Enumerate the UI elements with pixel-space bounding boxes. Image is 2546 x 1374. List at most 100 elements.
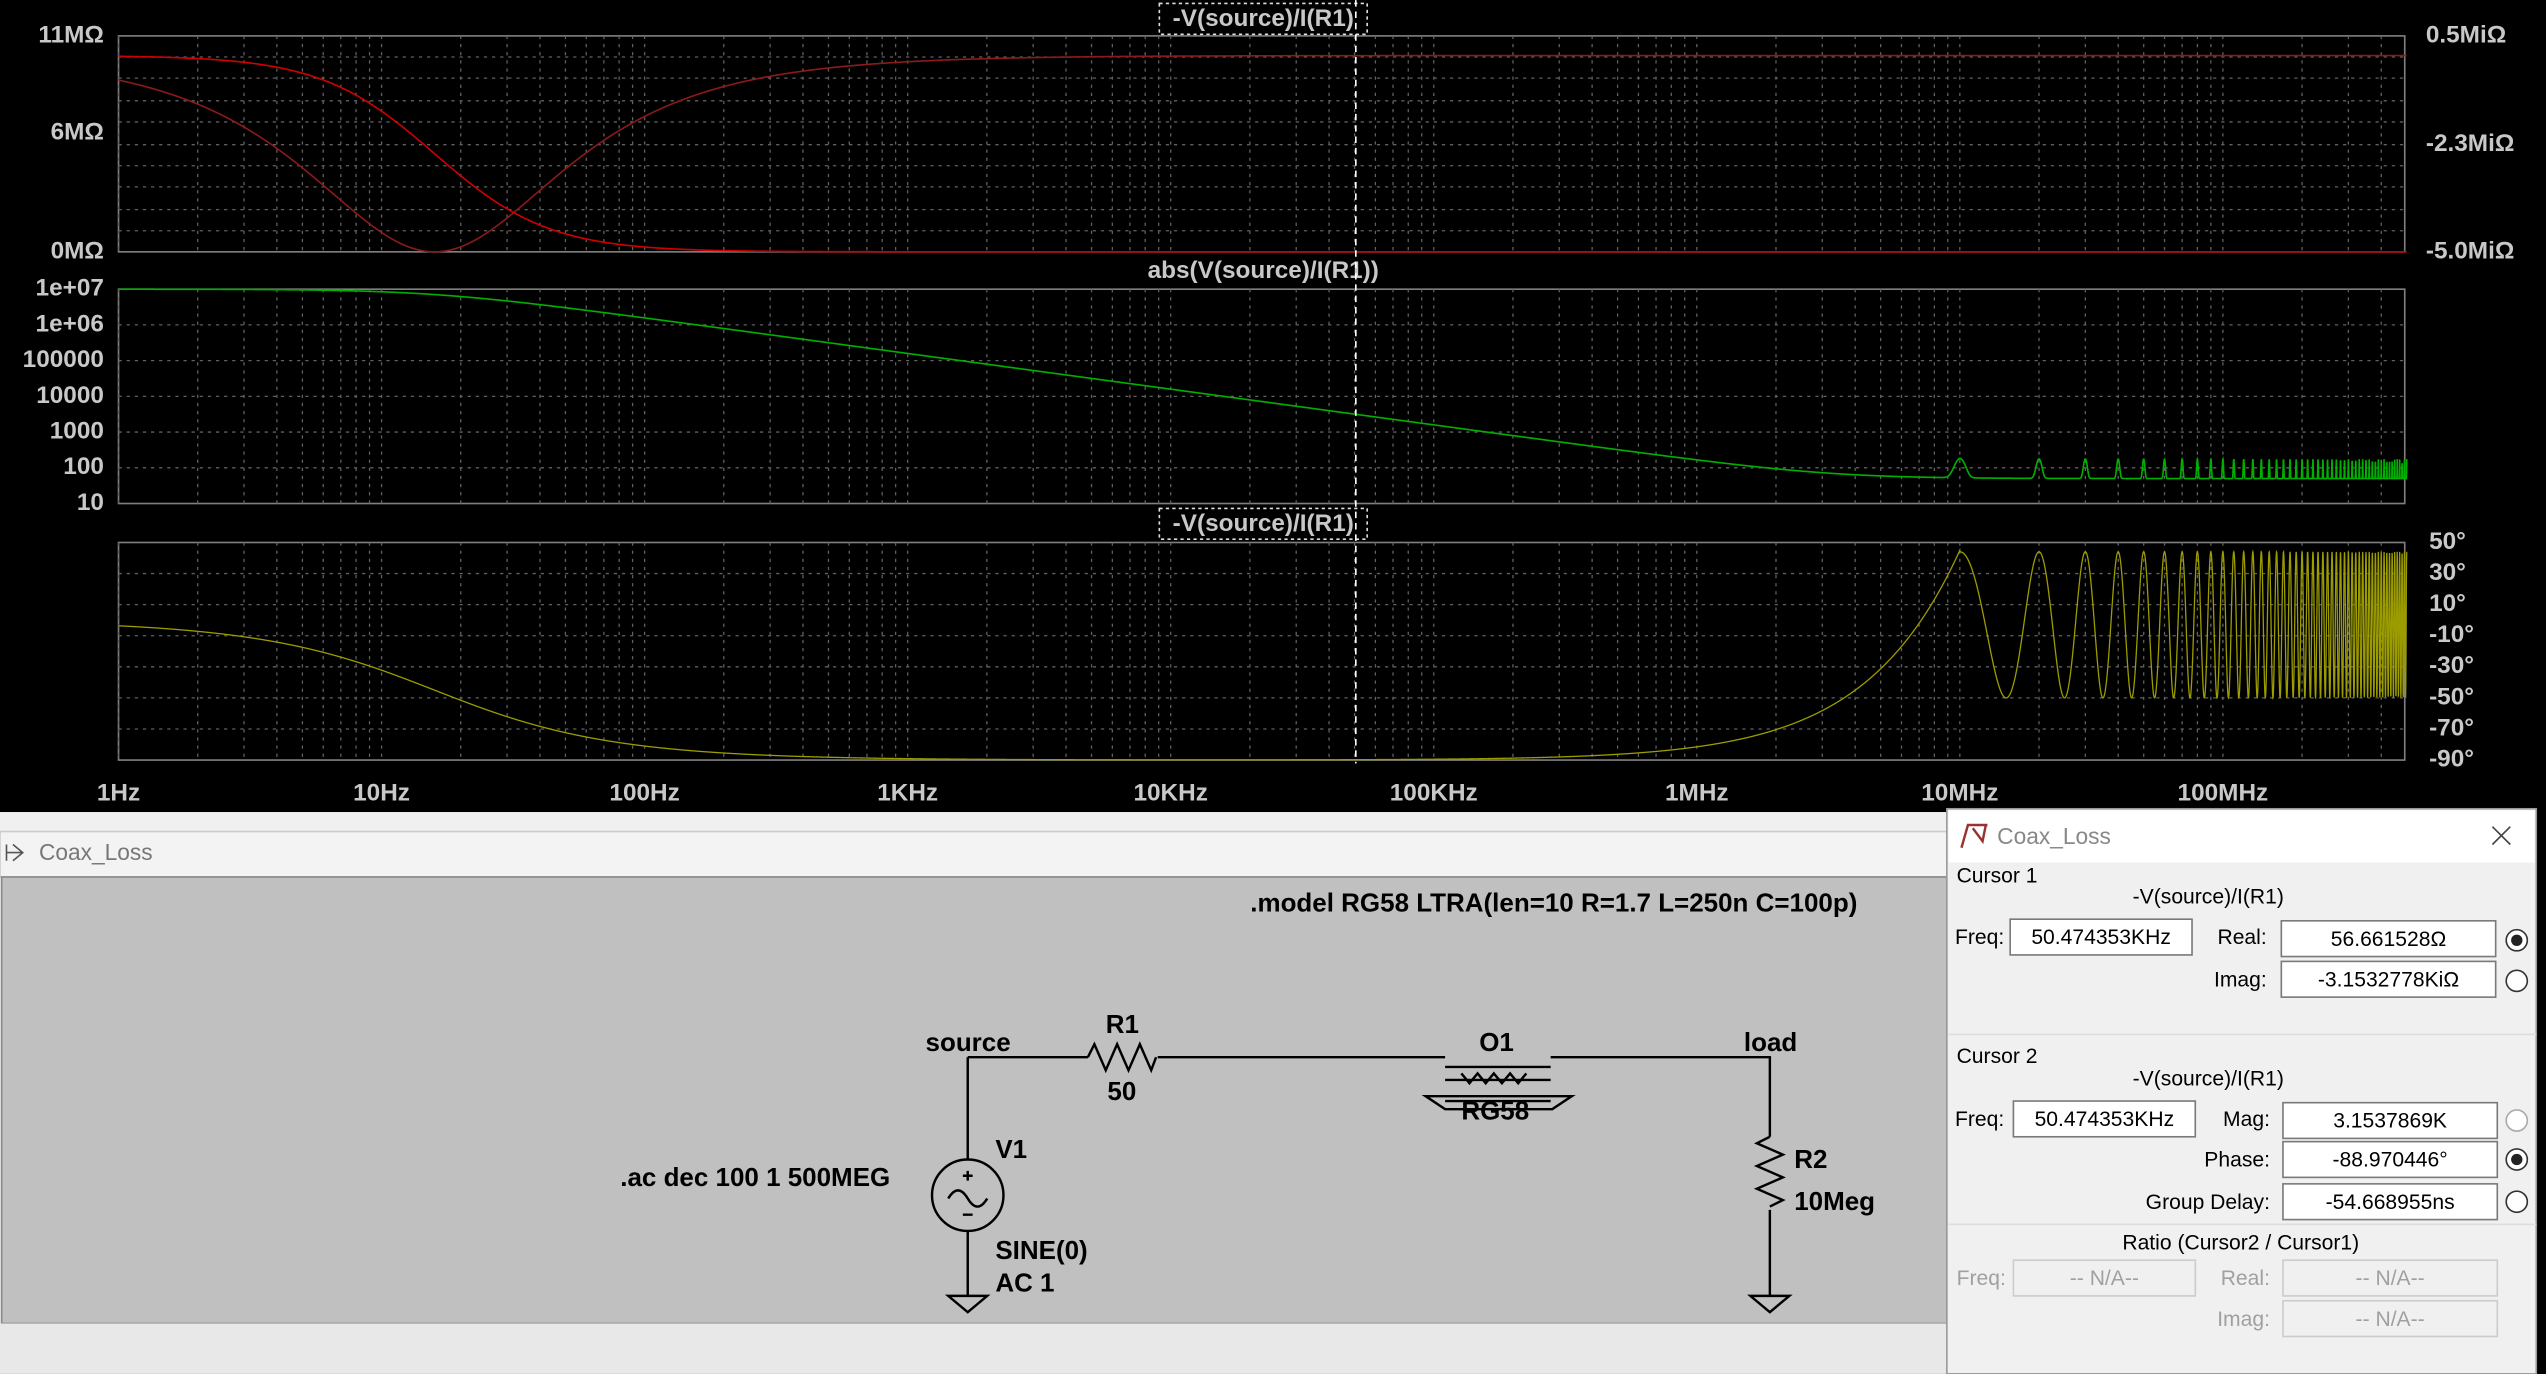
component-value[interactable]: AC 1 bbox=[995, 1267, 1054, 1297]
radio-button[interactable] bbox=[2505, 1109, 2529, 1132]
status-bar bbox=[0, 1323, 1949, 1374]
input-box[interactable] bbox=[2280, 960, 2497, 998]
trace-title[interactable]: -V(source)/I(R1) bbox=[1173, 5, 1354, 32]
field-label: Real: bbox=[2217, 926, 2266, 949]
y2-tick-label: -50° bbox=[2429, 683, 2474, 710]
schematic-title: Coax_Loss bbox=[39, 839, 153, 865]
input-box[interactable] bbox=[2282, 1101, 2499, 1140]
component-name[interactable]: O1 bbox=[1479, 1027, 1514, 1057]
radio-dot[interactable] bbox=[2511, 934, 2523, 946]
field-label: Imag: bbox=[2217, 1308, 2270, 1331]
x-tick-label: 10Hz bbox=[353, 780, 410, 807]
y2-tick-label: -2.3MiΩ bbox=[2426, 130, 2515, 157]
y-tick-label: 1e+07 bbox=[36, 275, 104, 302]
x-tick-label: 100KHz bbox=[1390, 780, 1478, 807]
field-label: Group Delay: bbox=[2146, 1191, 2270, 1214]
net-label: source bbox=[926, 1027, 1011, 1057]
y2-tick-label: -10° bbox=[2429, 621, 2474, 648]
input-value[interactable]: -3.1532778KiΩ bbox=[2318, 968, 2459, 991]
component-value[interactable]: SINE(0) bbox=[995, 1235, 1087, 1265]
field-label: Freq: bbox=[1957, 1267, 2006, 1290]
input-box[interactable] bbox=[2009, 918, 2193, 956]
close-button[interactable] bbox=[2491, 826, 2511, 846]
radio-button[interactable] bbox=[2505, 1190, 2529, 1214]
component-name[interactable]: V1 bbox=[995, 1134, 1027, 1164]
waveform-trace bbox=[118, 55, 2407, 253]
schematic-canvas[interactable] bbox=[0, 876, 1948, 1325]
y-tick-label: 11MΩ bbox=[38, 21, 104, 48]
y-tick-label: 1000 bbox=[50, 418, 104, 445]
trace-title-box bbox=[1158, 507, 1368, 541]
field-label: Freq: bbox=[1955, 1108, 2004, 1131]
x-tick-label: 1Hz bbox=[97, 780, 140, 807]
y-tick-label: 1e+06 bbox=[36, 310, 104, 337]
model-directive: .model RG58 LTRA(len=10 R=1.7 L=250n C=1… bbox=[1250, 887, 1857, 917]
input-value[interactable]: -54.668955ns bbox=[2326, 1191, 2455, 1214]
field-label: Imag: bbox=[2214, 968, 2267, 991]
input-value: -- N/A-- bbox=[2356, 1267, 2425, 1290]
y2-tick-label: 30° bbox=[2429, 559, 2466, 586]
radio-dot[interactable] bbox=[2511, 1153, 2523, 1166]
input-value[interactable]: -88.970446° bbox=[2333, 1149, 2448, 1172]
x-tick-label: 100MHz bbox=[2178, 780, 2269, 807]
y2-tick-label: -5.0MiΩ bbox=[2426, 237, 2515, 264]
input-box bbox=[2282, 1299, 2499, 1338]
dialog-title: Coax_Loss bbox=[1997, 823, 2111, 849]
trace-name: -V(source)/I(R1) bbox=[2133, 1068, 2284, 1091]
ac-directive: .ac dec 100 1 500MEG bbox=[620, 1162, 890, 1192]
trace-title[interactable]: -V(source)/I(R1) bbox=[1173, 510, 1354, 537]
trace-name: -V(source)/I(R1) bbox=[2133, 886, 2284, 909]
field-label: Freq: bbox=[1955, 926, 2004, 949]
input-box[interactable] bbox=[2012, 1100, 2197, 1138]
trace-title-box bbox=[1158, 2, 1368, 36]
component-name[interactable]: R1 bbox=[1106, 1009, 1139, 1039]
schematic-titlebar[interactable] bbox=[0, 830, 1950, 878]
field-label: Real: bbox=[2221, 1267, 2270, 1290]
y-tick-label: 6MΩ bbox=[51, 119, 104, 146]
component-value[interactable]: RG58 bbox=[1461, 1095, 1529, 1125]
y-tick-label: 10000 bbox=[36, 382, 104, 409]
section-heading: Cursor 2 bbox=[1957, 1045, 2038, 1068]
field-label: Phase: bbox=[2204, 1149, 2270, 1172]
x-tick-label: 10KHz bbox=[1133, 780, 1207, 807]
trace-title[interactable]: abs(V(source)/I(R1)) bbox=[1148, 257, 1379, 284]
dialog-icon bbox=[1960, 823, 1988, 849]
x-tick-label: 1MHz bbox=[1665, 780, 1729, 807]
input-box bbox=[2282, 1259, 2499, 1297]
input-value[interactable]: 50.474353KHz bbox=[2035, 1108, 2175, 1131]
input-value: -- N/A-- bbox=[2070, 1267, 2139, 1290]
plot-area: 11MΩ 6MΩ 0MΩ 0.5MiΩ -2.3MiΩ -5.0MiΩ 1e+07 1e+06… bbox=[23, 0, 2515, 807]
y2-tick-label: 10° bbox=[2429, 590, 2466, 617]
input-value[interactable]: 56.661528Ω bbox=[2331, 928, 2446, 951]
y2-tick-label: 0.5MiΩ bbox=[2426, 21, 2506, 48]
input-box[interactable] bbox=[2282, 1183, 2499, 1221]
component-name[interactable]: R2 bbox=[1794, 1144, 1827, 1174]
waveform-trace bbox=[118, 548, 2408, 761]
component-value[interactable]: 10Meg bbox=[1794, 1186, 1875, 1216]
x-tick-label: 1KHz bbox=[877, 780, 938, 807]
fields: 50.474353KHz 56.661528Ω -3.1532778KiΩ 50.47… bbox=[2009, 918, 2529, 1338]
input-value[interactable]: 3.1537869K bbox=[2333, 1110, 2447, 1133]
input-box bbox=[2012, 1259, 2197, 1297]
section-heading: Cursor 1 bbox=[1957, 865, 2038, 888]
waveform-trace bbox=[118, 288, 2408, 480]
waveform-viewer bbox=[0, 0, 2546, 812]
field-label: Mag: bbox=[2223, 1108, 2270, 1131]
dialog-titlebar[interactable] bbox=[1948, 810, 2535, 863]
y-tick-label: 0MΩ bbox=[51, 237, 104, 264]
component-value[interactable]: 50 bbox=[1107, 1076, 1136, 1106]
input-value: -- N/A-- bbox=[2356, 1308, 2425, 1331]
y2-tick-label: -70° bbox=[2429, 714, 2474, 741]
input-box[interactable] bbox=[2282, 1140, 2499, 1179]
cursor-dialog: Coax_Loss Cursor 1 -V(source)/I(R1) Freq… bbox=[1946, 807, 2538, 1374]
y-tick-label: 100000 bbox=[23, 346, 104, 373]
radio-button[interactable] bbox=[2505, 969, 2529, 993]
input-value[interactable]: 50.474353KHz bbox=[2031, 926, 2171, 949]
y2-tick-label: -30° bbox=[2429, 652, 2474, 679]
input-box[interactable] bbox=[2280, 920, 2497, 958]
waveform-trace bbox=[118, 54, 2407, 253]
schematic-icon bbox=[5, 843, 25, 862]
section-heading: Ratio (Cursor2 / Cursor1) bbox=[2122, 1232, 2359, 1255]
